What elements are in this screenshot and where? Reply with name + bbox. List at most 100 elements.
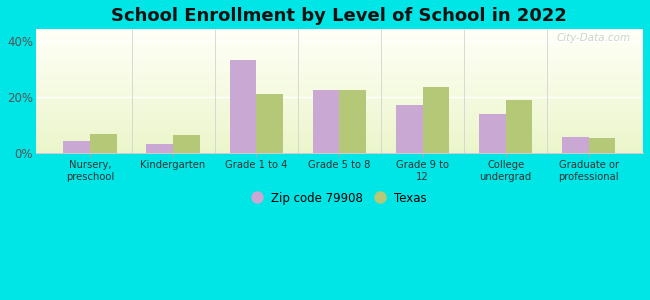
- Bar: [36, 142, 643, 143]
- Bar: [36, 38, 643, 39]
- Bar: [36, 75, 643, 76]
- Bar: [396, 106, 422, 154]
- Bar: [339, 90, 366, 154]
- Bar: [229, 60, 256, 154]
- Bar: [36, 103, 643, 104]
- Bar: [36, 97, 643, 98]
- Bar: [36, 134, 643, 135]
- Bar: [36, 41, 643, 42]
- Bar: [506, 100, 532, 154]
- Bar: [36, 151, 643, 152]
- Bar: [173, 135, 200, 154]
- Bar: [36, 120, 643, 121]
- Text: City-Data.com: City-Data.com: [557, 33, 631, 43]
- Bar: [36, 34, 643, 35]
- Bar: [479, 114, 506, 154]
- Bar: [36, 59, 643, 60]
- Bar: [36, 95, 643, 96]
- Bar: [589, 138, 616, 154]
- Bar: [36, 66, 643, 67]
- Bar: [36, 81, 643, 82]
- Bar: [562, 136, 589, 154]
- Bar: [36, 111, 643, 112]
- Bar: [36, 125, 643, 126]
- Bar: [36, 77, 643, 78]
- Bar: [36, 56, 643, 57]
- Bar: [36, 141, 643, 142]
- Bar: [36, 78, 643, 79]
- Bar: [36, 114, 643, 115]
- Bar: [36, 55, 643, 56]
- Bar: [36, 123, 643, 124]
- Bar: [36, 108, 643, 109]
- Legend: Zip code 79908, Texas: Zip code 79908, Texas: [248, 187, 431, 210]
- Bar: [36, 86, 643, 87]
- Bar: [63, 141, 90, 154]
- Bar: [36, 139, 643, 140]
- Bar: [313, 90, 339, 154]
- Bar: [36, 61, 643, 62]
- Bar: [36, 145, 643, 146]
- Bar: [36, 40, 643, 41]
- Bar: [36, 74, 643, 75]
- Bar: [36, 119, 643, 120]
- Bar: [36, 85, 643, 86]
- Bar: [422, 87, 449, 154]
- Bar: [36, 112, 643, 113]
- Bar: [36, 48, 643, 49]
- Bar: [36, 135, 643, 136]
- Bar: [36, 99, 643, 100]
- Bar: [36, 83, 643, 84]
- Bar: [36, 70, 643, 71]
- Bar: [36, 150, 643, 151]
- Bar: [36, 94, 643, 95]
- Bar: [36, 36, 643, 37]
- Bar: [36, 33, 643, 34]
- Bar: [36, 98, 643, 99]
- Bar: [36, 104, 643, 105]
- Bar: [36, 80, 643, 81]
- Bar: [256, 94, 283, 154]
- Bar: [36, 89, 643, 90]
- Bar: [36, 58, 643, 59]
- Bar: [36, 131, 643, 132]
- Bar: [36, 32, 643, 33]
- Bar: [36, 68, 643, 69]
- Bar: [36, 137, 643, 138]
- Bar: [36, 93, 643, 94]
- Bar: [36, 117, 643, 118]
- Bar: [36, 144, 643, 145]
- Bar: [36, 132, 643, 133]
- Bar: [36, 128, 643, 129]
- Bar: [36, 152, 643, 153]
- Bar: [36, 79, 643, 80]
- Bar: [36, 76, 643, 77]
- Bar: [36, 67, 643, 68]
- Bar: [36, 147, 643, 148]
- Bar: [36, 146, 643, 147]
- Bar: [36, 133, 643, 134]
- Bar: [36, 29, 643, 30]
- Bar: [36, 62, 643, 63]
- Bar: [36, 49, 643, 50]
- Bar: [36, 153, 643, 154]
- Bar: [36, 105, 643, 106]
- Bar: [36, 42, 643, 43]
- Bar: [36, 107, 643, 108]
- Bar: [36, 53, 643, 54]
- Bar: [36, 46, 643, 47]
- Bar: [36, 92, 643, 93]
- Bar: [36, 30, 643, 31]
- Bar: [36, 63, 643, 64]
- Bar: [36, 60, 643, 61]
- Bar: [36, 37, 643, 38]
- Title: School Enrollment by Level of School in 2022: School Enrollment by Level of School in …: [111, 7, 567, 25]
- Bar: [36, 45, 643, 46]
- Bar: [36, 138, 643, 139]
- Bar: [36, 43, 643, 44]
- Bar: [36, 143, 643, 144]
- Bar: [36, 40, 643, 41]
- Bar: [36, 110, 643, 111]
- Bar: [36, 88, 643, 89]
- Bar: [36, 31, 643, 32]
